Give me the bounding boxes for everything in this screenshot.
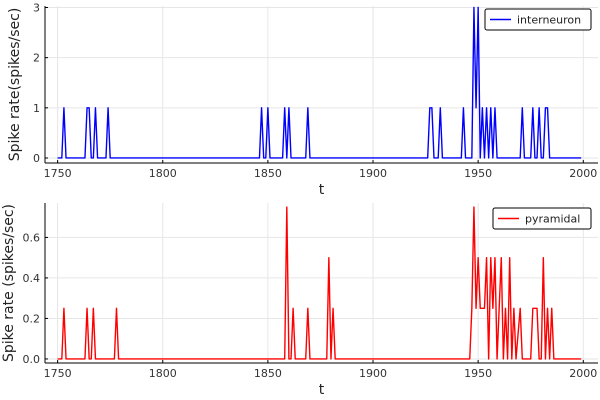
- x-tick-label: 1850: [254, 367, 282, 380]
- y-tick-label: 0.6: [23, 231, 41, 244]
- x-axis-label: t: [319, 382, 325, 398]
- legend: pyramidal: [492, 207, 592, 230]
- legend-label: pyramidal: [525, 213, 580, 226]
- chart-panel-1: 1750 1800 1850 1900 1950 2000 0 1 2 3 t Spike rate(…: [7, 2, 598, 198]
- y-tick-label: 0: [33, 152, 40, 165]
- x-tick-label: 2000: [569, 367, 597, 380]
- x-tick-label: 1950: [464, 167, 492, 180]
- legend-label: interneuron: [517, 14, 581, 27]
- y-tick-label: 2: [33, 52, 40, 65]
- x-tick-label: 1950: [464, 367, 492, 380]
- x-tick-label: 1850: [254, 167, 282, 180]
- y-tick-label: 0.2: [23, 312, 41, 325]
- y-tick-label: 0.4: [23, 272, 41, 285]
- x-axis-label: t: [319, 182, 325, 198]
- x-tick-label: 1900: [359, 367, 387, 380]
- x-tick-label: 1800: [149, 167, 177, 180]
- y-tick-label: 3: [33, 2, 40, 15]
- x-tick-label: 1750: [44, 367, 72, 380]
- series-line-pyramidal: [57, 206, 582, 360]
- x-tick-label: 2000: [569, 167, 597, 180]
- series-line-interneuron: [57, 6, 582, 159]
- y-axis-label: Spike rate(spikes/sec): [7, 8, 23, 162]
- legend: interneuron: [484, 8, 592, 31]
- y-tick-label: 1: [33, 102, 40, 115]
- legend-box: [492, 207, 592, 230]
- y-tick-label: 0.0: [23, 353, 41, 366]
- x-tick-label: 1750: [44, 167, 72, 180]
- y-axis-label: Spike rate (spikes/sec): [1, 204, 17, 362]
- x-tick-label: 1900: [359, 167, 387, 180]
- x-tick-label: 1800: [149, 367, 177, 380]
- legend-box: [484, 8, 592, 31]
- chart-panel-2: 1750 1800 1850 1900 1950 2000 0.0 0.2 0.4 0.6 t Spi…: [1, 203, 598, 398]
